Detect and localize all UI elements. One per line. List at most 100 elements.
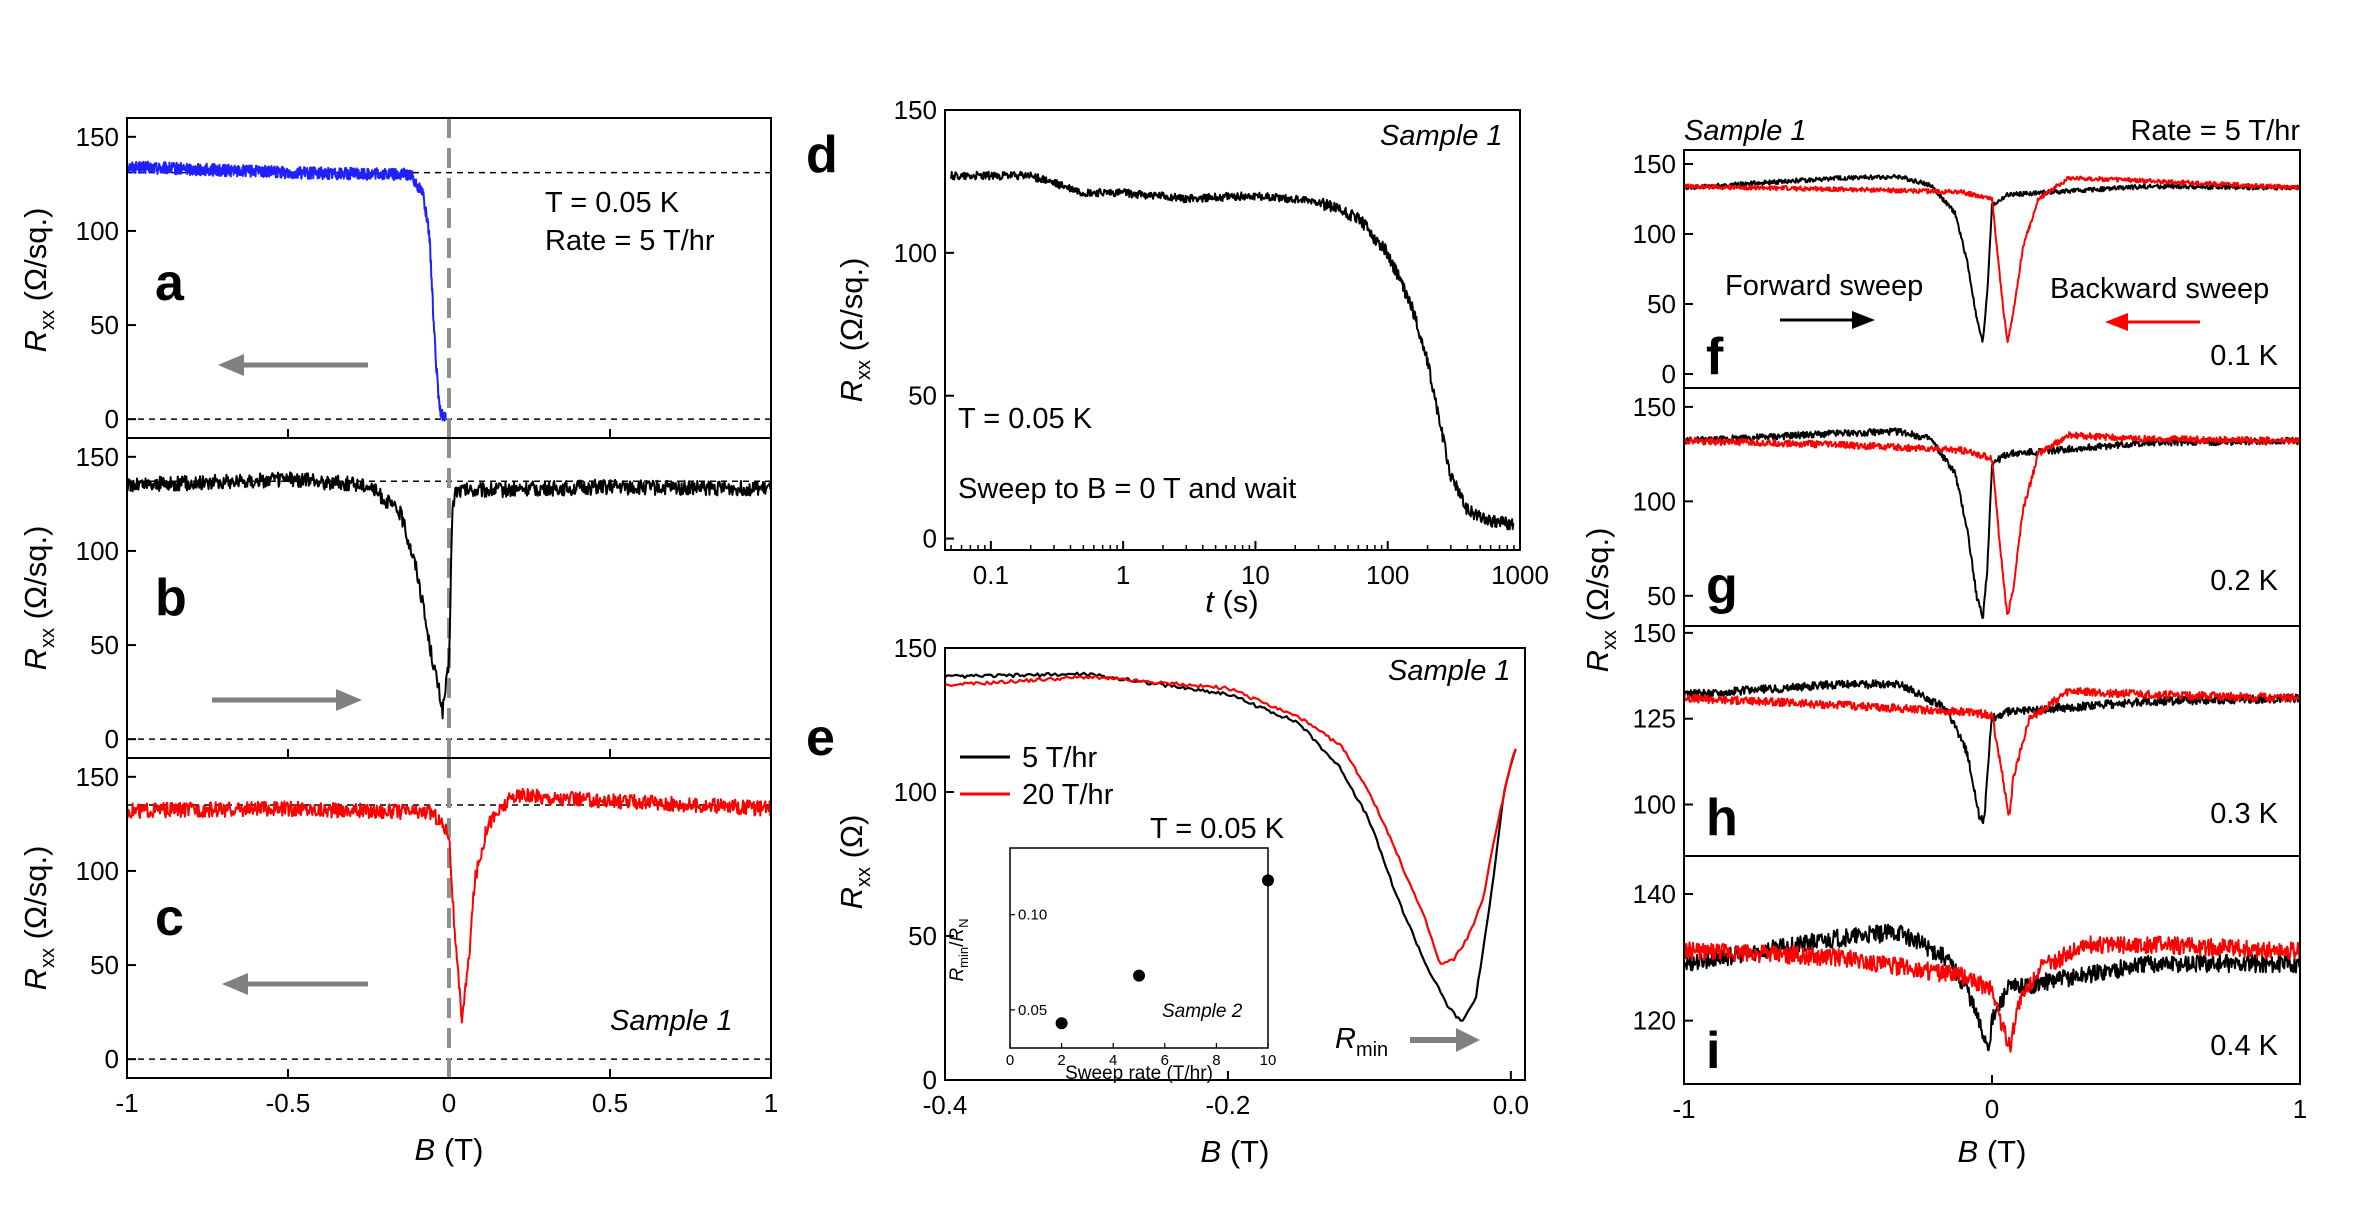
xtick-label-i-0: -1 [1672,1094,1695,1124]
plot-b: 0 50 100 150 [76,438,772,758]
panel-a-temp: T = 0.05 K [545,187,680,219]
panel-d-label: d [806,126,838,184]
panel-c-sample: Sample 1 [610,1005,733,1037]
series-f-1 [1683,175,2301,344]
inset-xtick-label-2: 4 [1109,1052,1117,1069]
abc-ylabel-a: Rxx (Ω/sq.) [18,208,59,353]
xtick-label-d-0: 0.1 [973,560,1009,590]
ytick-label-c-1: 50 [90,950,119,980]
plot-i: 120 140 -1 0 1 [1633,879,2308,1124]
inset-point-1 [1133,969,1145,982]
plot-f: 0 50 100 150 [1633,149,2301,389]
xtick-label-d-3: 100 [1366,560,1409,590]
frame-i [1683,855,2301,1085]
ytick-label-a-1: 50 [90,310,119,340]
legend-text-5: 5 T/hr [1022,742,1098,774]
series-h-1 [1683,686,2301,816]
inset-ytick-label-1: 0.10 [1018,907,1047,924]
ytick-label-a-3: 150 [76,122,119,152]
ytick-label-f-2: 100 [1633,219,1676,249]
panel-f-temp: 0.1 K [2210,340,2278,372]
ytick-label-d-3: 150 [894,95,937,125]
ytick-label-g-1: 100 [1633,486,1676,516]
ytick-label-f-1: 50 [1647,289,1676,319]
plot-a: 0 50 100 150 [76,118,772,438]
xtick-label-i-1: 0 [1985,1094,1999,1124]
panel-e-sample: Sample 1 [1388,655,1511,687]
xtick-label-c-1: -0.5 [266,1088,311,1118]
ytick-label-e-1: 50 [908,921,937,951]
series-c-0 [126,787,772,1024]
rmin-arrow-head [1456,1028,1480,1052]
ytick-label-e-2: 100 [894,777,937,807]
xtick-label-i-2: 1 [2293,1094,2307,1124]
e-xlabel: B (T) [1201,1134,1270,1169]
inset-point-0 [1055,1017,1068,1030]
forward-arrow-head [1852,311,1875,329]
ytick-label-e-3: 150 [894,633,937,663]
plot-h: 100 125 150 [1633,618,2301,825]
xtick-label-d-2: 10 [1241,560,1270,590]
arrow-a-head [218,354,244,376]
ytick-label-g-0: 50 [1647,581,1676,611]
inset-xtick-label-5: 10 [1260,1052,1277,1069]
ytick-label-a-0: 0 [105,404,119,434]
ytick-label-c-3: 150 [76,762,119,792]
panel-d-sweep-note: Sweep to B = 0 T and wait [958,473,1296,505]
ytick-label-f-3: 150 [1633,149,1676,179]
frame-g [1683,387,2301,627]
panel-g-label: g [1706,557,1738,615]
panel-e-label: e [806,709,835,767]
ytick-label-i-0: 120 [1633,1006,1676,1036]
series-g-0 [1683,427,2301,619]
panel-abc: 0 50 100 150 0 50 100 150 0 50 100 150 -1 -0.5 0 0.5 1… [18,117,778,1167]
inset-xtick-label-4: 8 [1212,1052,1220,1069]
abc-xlabel: B (T) [415,1132,484,1167]
panel-d-sample: Sample 1 [1380,120,1503,152]
xtick-label-d-4: 1000 [1491,560,1549,590]
inset-xtick-label-3: 6 [1161,1052,1169,1069]
panel-h-temp: 0.3 K [2210,798,2278,830]
plot-d: 0 50 100 150 0.1 1 10 100 1000 [894,95,1549,590]
xtick-label-e-1: -0.2 [1206,1090,1251,1120]
panel-i-label: i [1706,1022,1720,1080]
ytick-label-a-2: 100 [76,216,119,246]
ytick-label-i-1: 140 [1633,879,1676,909]
series-b-0 [126,471,772,720]
arrow-b-head [336,689,362,711]
ytick-label-h-1: 125 [1633,704,1676,734]
ytick-label-b-2: 100 [76,536,119,566]
panel-e-temp: T = 0.05 K [1150,813,1285,845]
legend-text-20: 20 T/hr [1022,779,1114,811]
ytick-label-d-0: 0 [923,524,937,554]
panel-a-rate: Rate = 5 T/hr [545,225,715,257]
inset-xlabel: Sweep rate (T/hr) [1065,1063,1213,1084]
ytick-label-d-2: 100 [894,238,937,268]
inset-sample: Sample 2 [1162,1001,1243,1022]
ytick-label-h-2: 150 [1633,618,1676,648]
frame-d [944,109,1521,551]
ytick-label-h-0: 100 [1633,790,1676,820]
panel-b-label: b [155,569,187,627]
ytick-label-d-1: 50 [908,381,937,411]
fi-ylabel: Rxx (Ω/sq.) [1580,528,1621,673]
ytick-label-c-0: 0 [105,1044,119,1074]
d-xlabel: t (s) [1205,584,1258,619]
ytick-label-c-2: 100 [76,856,119,886]
ytick-label-f-0: 0 [1662,359,1676,389]
xtick-label-e-2: 0.0 [1493,1090,1529,1120]
xtick-label-c-3: 0.5 [592,1088,628,1118]
ytick-label-b-0: 0 [105,724,119,754]
arrow-c-head [222,973,248,995]
inset-frame [1009,847,1269,1049]
series-a-0 [126,160,447,422]
ytick-label-e-0: 0 [923,1065,937,1095]
backward-sweep-label: Backward sweep [2050,273,2269,305]
abc-ylabel-c: Rxx (Ω/sq.) [18,846,59,991]
panel-a-label: a [155,254,185,312]
panel-d: 0 50 100 150 0.1 1 10 100 1000 d Sample 1 T = 0.… [806,95,1549,619]
